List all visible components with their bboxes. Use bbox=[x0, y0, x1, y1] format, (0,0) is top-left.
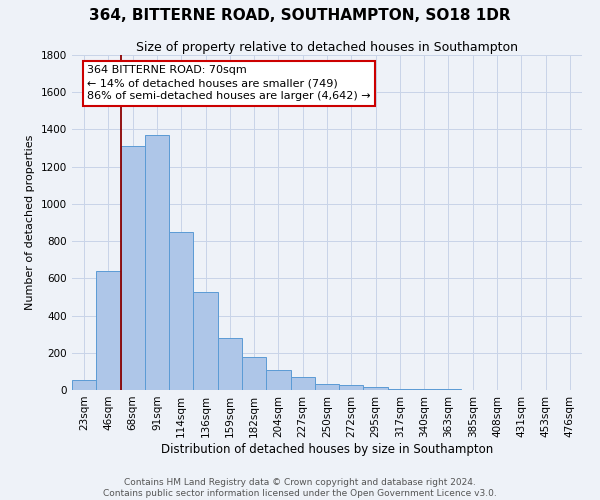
Bar bbox=[72, 380, 96, 390]
Y-axis label: Number of detached properties: Number of detached properties bbox=[25, 135, 35, 310]
Bar bbox=[96, 271, 121, 390]
Bar bbox=[242, 358, 266, 390]
Bar bbox=[218, 338, 242, 390]
Bar bbox=[364, 387, 388, 390]
Bar bbox=[290, 377, 315, 390]
Bar bbox=[315, 384, 339, 390]
Bar bbox=[169, 232, 193, 390]
Bar bbox=[339, 386, 364, 390]
Text: 364, BITTERNE ROAD, SOUTHAMPTON, SO18 1DR: 364, BITTERNE ROAD, SOUTHAMPTON, SO18 1D… bbox=[89, 8, 511, 22]
Bar bbox=[412, 389, 436, 390]
Text: 364 BITTERNE ROAD: 70sqm
← 14% of detached houses are smaller (749)
86% of semi-: 364 BITTERNE ROAD: 70sqm ← 14% of detach… bbox=[88, 65, 371, 102]
Bar bbox=[193, 292, 218, 390]
Bar bbox=[388, 388, 412, 390]
Bar bbox=[121, 146, 145, 390]
Bar bbox=[145, 135, 169, 390]
Bar bbox=[266, 370, 290, 390]
Text: Contains HM Land Registry data © Crown copyright and database right 2024.
Contai: Contains HM Land Registry data © Crown c… bbox=[103, 478, 497, 498]
Title: Size of property relative to detached houses in Southampton: Size of property relative to detached ho… bbox=[136, 41, 518, 54]
X-axis label: Distribution of detached houses by size in Southampton: Distribution of detached houses by size … bbox=[161, 442, 493, 456]
